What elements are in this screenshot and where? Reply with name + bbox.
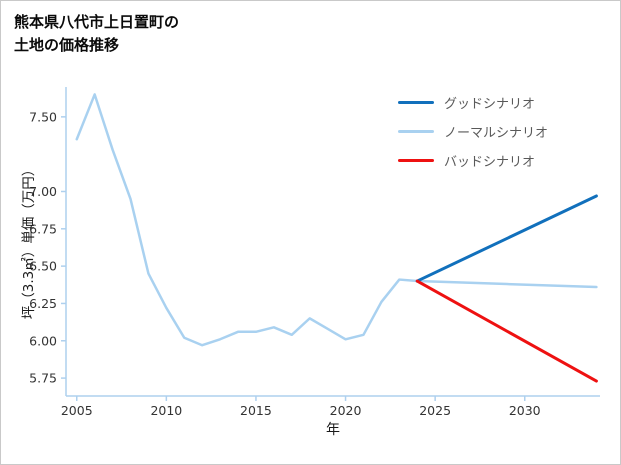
legend-swatch-bad-scenario (398, 159, 434, 162)
legend-item-good-scenario: グッドシナリオ (398, 93, 548, 112)
legend-label-bad-scenario: バッドシナリオ (444, 155, 536, 170)
x-axis-label: 年 (326, 422, 340, 438)
legend-swatch-good-scenario (398, 101, 434, 104)
svg-text:7.00: 7.00 (29, 184, 57, 199)
svg-text:2025: 2025 (419, 403, 451, 418)
svg-text:2020: 2020 (330, 403, 362, 418)
svg-text:2030: 2030 (509, 403, 541, 418)
svg-text:6.75: 6.75 (29, 221, 57, 236)
legend: グッドシナリオ ノーマルシナリオ バッドシナリオ (398, 93, 548, 180)
legend-label-normal-scenario: ノーマルシナリオ (444, 126, 549, 141)
chart-title: 熊本県八代市上日置町の 土地の価格推移 (14, 11, 179, 58)
svg-text:6.25: 6.25 (29, 296, 57, 311)
svg-text:2010: 2010 (150, 403, 182, 418)
svg-text:7.50: 7.50 (29, 109, 57, 124)
svg-text:6.00: 6.00 (29, 333, 57, 348)
svg-text:5.75: 5.75 (29, 371, 57, 386)
legend-item-normal-scenario: ノーマルシナリオ (398, 122, 548, 141)
chart-title-line2: 土地の価格推移 (14, 36, 120, 55)
y-axis-label: 坪（3.3㎡）単価（万円） (21, 162, 37, 320)
svg-text:6.50: 6.50 (29, 259, 57, 274)
svg-text:2005: 2005 (61, 403, 93, 418)
svg-text:2015: 2015 (240, 403, 272, 418)
legend-swatch-normal-scenario (398, 130, 434, 133)
legend-item-bad-scenario: バッドシナリオ (398, 151, 548, 170)
chart-title-line1: 熊本県八代市上日置町の (14, 13, 180, 31)
legend-label-good-scenario: グッドシナリオ (444, 97, 536, 112)
